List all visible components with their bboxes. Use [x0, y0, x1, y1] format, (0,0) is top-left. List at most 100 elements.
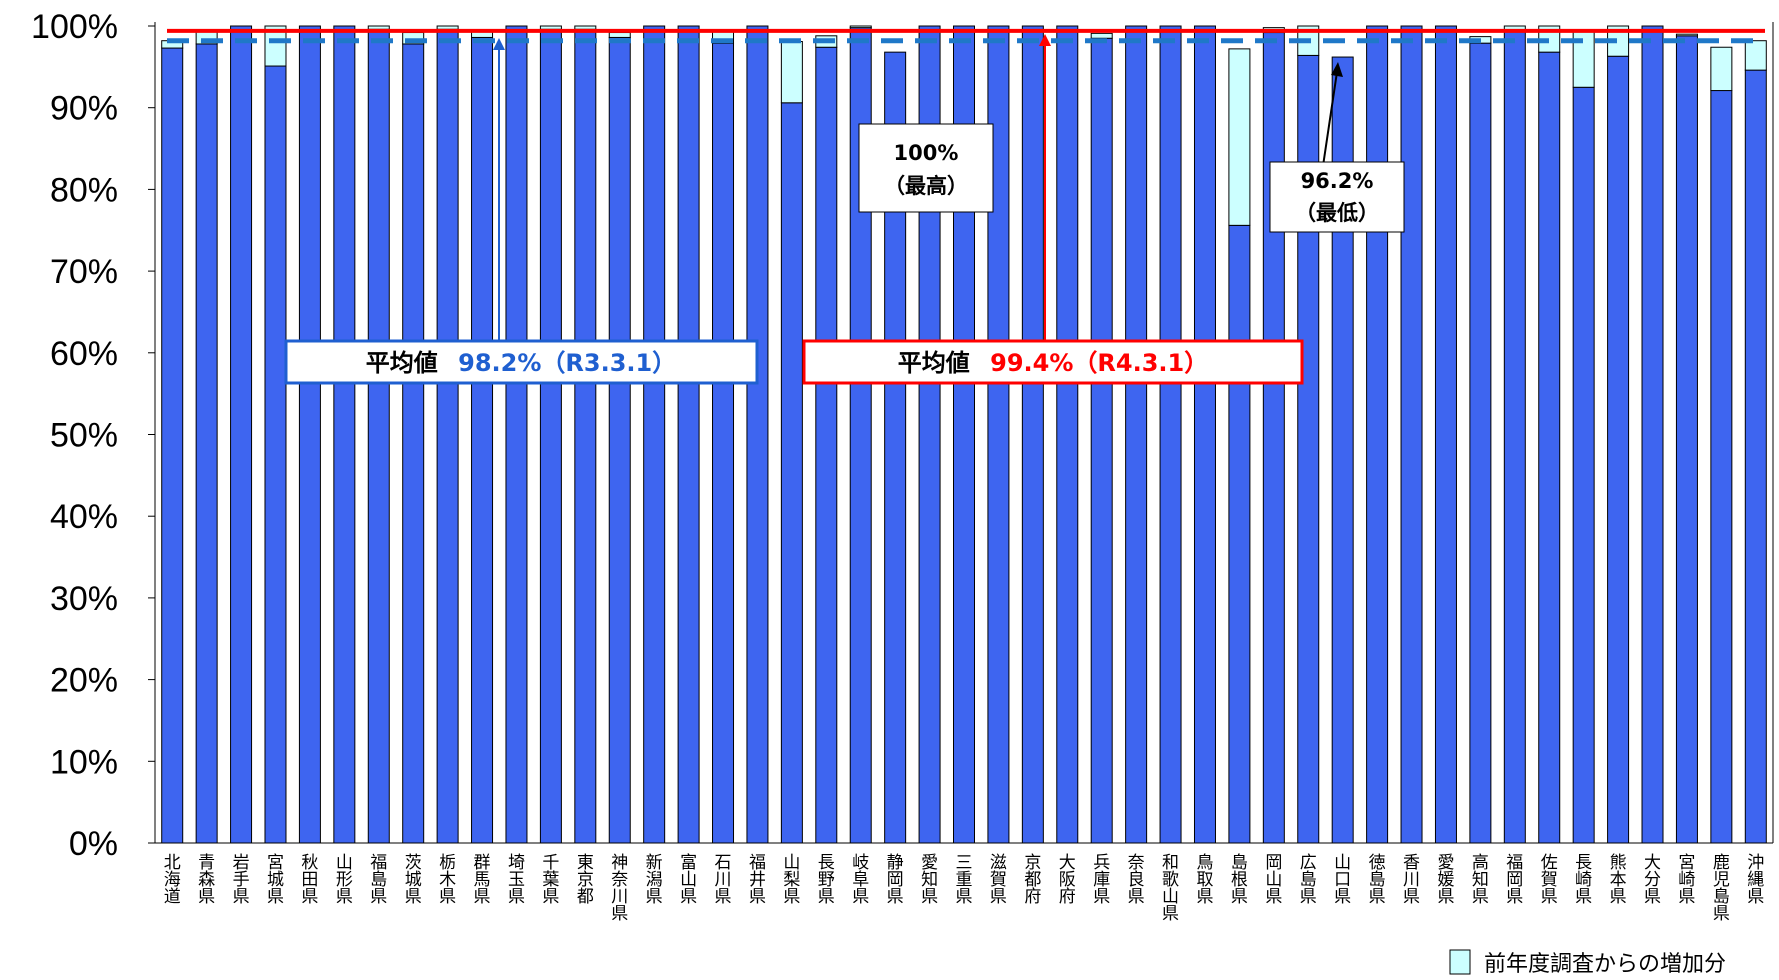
x-tick-label: 福島県: [370, 853, 387, 907]
x-tick-label: 長野県: [818, 853, 835, 907]
bar-increase: [367, 25, 390, 30]
bar-base: [1125, 25, 1148, 844]
svg-text:平均値 99.4%（R4.3.1）: 平均値 99.4%（R4.3.1）: [898, 349, 1208, 377]
bar-base: [1090, 37, 1113, 844]
x-tick-label: 新潟県: [646, 853, 663, 907]
x-tick-label: 奈良県: [1128, 853, 1145, 907]
bar-base: [1607, 55, 1630, 844]
x-tick-label: 栃木県: [439, 853, 456, 907]
bar-base: [712, 42, 735, 844]
bar-base: [505, 25, 528, 844]
svg-text:平均値 98.2%（R3.3.1）: 平均値 98.2%（R3.3.1）: [366, 349, 676, 377]
avg-r3-box: [284, 339, 759, 385]
x-tick-label: 神奈川県: [611, 853, 628, 924]
min-arrowhead: [1331, 62, 1343, 77]
x-tick-label: 千葉県: [542, 853, 559, 907]
avg-r3-value: 98.2%（R3.3.1）: [458, 349, 676, 377]
max-caption: （最高）: [884, 174, 968, 198]
max-box: [858, 123, 994, 213]
x-tick-label: 和歌山県: [1162, 853, 1179, 924]
x-tick-label: 福岡県: [1506, 853, 1523, 907]
bar-increase: [1675, 33, 1698, 37]
bar-base: [1434, 25, 1457, 844]
bar-base: [1572, 86, 1595, 844]
avg-r4-label: 平均値: [898, 349, 970, 377]
bar-base: [1538, 51, 1561, 844]
x-tick-label: 長崎県: [1575, 853, 1592, 907]
x-tick-label: 鹿児島県: [1713, 853, 1730, 924]
legend-swatch-increase: [1449, 949, 1471, 975]
x-tick-label: 山口県: [1334, 853, 1351, 907]
bar-base: [161, 47, 184, 844]
bar-base: [1021, 25, 1044, 844]
max-callout: 100% （最高）: [858, 123, 994, 213]
y-tick-label: 60%: [50, 335, 118, 373]
bar-base: [1744, 69, 1767, 844]
bar-base: [367, 28, 390, 844]
min-arrow: [1322, 71, 1338, 167]
bar-base: [815, 46, 838, 844]
x-tick-label: 宮崎県: [1678, 853, 1695, 907]
x-tick-label: 北海道: [164, 853, 181, 907]
x-tick-label: 秋田県: [301, 853, 318, 907]
x-tick-label: 島根県: [1231, 853, 1248, 907]
bar-base: [195, 43, 218, 844]
bar-increase: [1090, 32, 1113, 39]
x-tick-label: 三重県: [956, 853, 973, 907]
x-tick-label: 福井県: [749, 853, 766, 907]
bar-base: [1641, 25, 1664, 844]
bar-base: [1503, 30, 1526, 844]
x-tick-label: 沖縄県: [1747, 853, 1764, 907]
x-tick-label: 静岡県: [887, 853, 904, 907]
bar-increase: [264, 25, 287, 67]
bar-base: [746, 25, 769, 844]
x-tick-label: 埼玉県: [508, 853, 525, 907]
bar-increase: [1228, 48, 1251, 226]
bar-increase: [574, 25, 597, 30]
x-tick-label: 山梨県: [783, 853, 800, 907]
bar-base: [402, 43, 425, 844]
x-tick-label: 茨城県: [405, 853, 422, 907]
bar-base: [1710, 90, 1733, 844]
bar-increase: [539, 25, 562, 30]
x-tick-label: 高知県: [1472, 853, 1489, 907]
bar-base: [780, 102, 803, 844]
x-tick-label: 広島県: [1300, 853, 1317, 907]
bar-base: [471, 36, 494, 844]
bar-base: [1469, 42, 1492, 844]
bar-base: [574, 28, 597, 844]
bar-base: [677, 25, 700, 844]
x-tick-label: 岩手県: [233, 853, 250, 907]
x-tick-label: 石川県: [715, 853, 732, 907]
bar-increase: [1744, 40, 1767, 71]
bar-base: [1262, 32, 1285, 844]
x-tick-label: 岡山県: [1265, 853, 1282, 907]
min-caption: （最低）: [1295, 201, 1379, 225]
x-tick-label: 愛媛県: [1437, 853, 1454, 907]
x-tick-label: 熊本県: [1610, 853, 1627, 907]
bars-group: [161, 25, 1767, 844]
bar-base: [1056, 25, 1079, 844]
x-tick-label: 徳島県: [1369, 853, 1386, 907]
bar-base: [1366, 25, 1389, 844]
y-tick-label: 90%: [50, 90, 118, 128]
bar-increase: [849, 25, 872, 29]
min-callout: 96.2% （最低）: [1269, 62, 1405, 233]
avg-r4-value: 99.4%（R4.3.1）: [990, 349, 1208, 377]
x-tick-label: 京都府: [1024, 853, 1041, 907]
y-tick-label: 10%: [50, 743, 118, 781]
plot-frame: [154, 22, 1774, 844]
y-tick-label: 20%: [50, 662, 118, 700]
bar-base: [298, 25, 321, 844]
legend: 前年度調査からの増加分: [1449, 949, 1726, 977]
bar-base: [1675, 35, 1698, 844]
bar-base: [643, 25, 666, 844]
y-tick-label: 70%: [50, 253, 118, 291]
avg-r3-label: 平均値: [366, 349, 438, 377]
y-tick-label: 30%: [50, 580, 118, 618]
y-tick-label: 0%: [69, 825, 118, 863]
bar-increase: [1710, 46, 1733, 92]
bar-base: [230, 25, 253, 844]
bar-base: [264, 65, 287, 844]
